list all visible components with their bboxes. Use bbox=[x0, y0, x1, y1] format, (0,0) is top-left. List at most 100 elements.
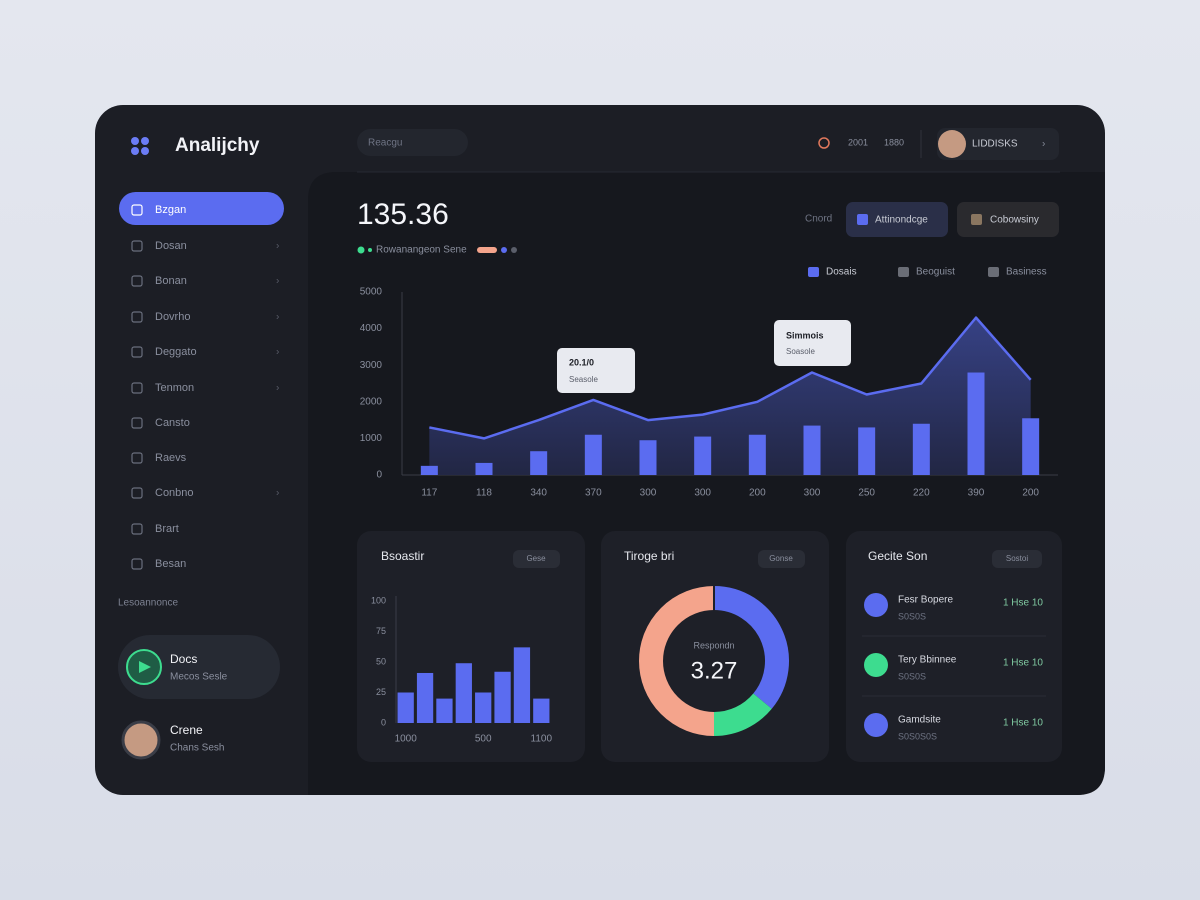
bar bbox=[858, 427, 876, 475]
card-tag-text: Gese bbox=[526, 554, 546, 563]
bar bbox=[420, 465, 438, 475]
nav-label: Bonan bbox=[155, 275, 187, 287]
x-tick-label: 200 bbox=[749, 488, 766, 499]
bar bbox=[530, 451, 548, 475]
caption-dot bbox=[501, 247, 507, 253]
legend-swatch bbox=[808, 267, 819, 277]
list-name: Fesr Bopere bbox=[898, 595, 953, 606]
nav-active[interactable] bbox=[119, 192, 284, 225]
x-tick-label: 370 bbox=[585, 488, 602, 499]
bar bbox=[694, 436, 712, 475]
header-stat: 2001 bbox=[848, 137, 868, 147]
y-tick-label: 0 bbox=[376, 470, 382, 481]
nav-chevron: › bbox=[276, 241, 279, 252]
x-tick-label: 1000 bbox=[395, 734, 418, 745]
filter-text: Attinondcge bbox=[875, 215, 928, 226]
bar bbox=[475, 692, 492, 723]
bar bbox=[803, 425, 821, 475]
x-tick-label: 220 bbox=[913, 488, 930, 499]
nav-icon bbox=[131, 204, 143, 216]
filter-swatch bbox=[857, 214, 868, 225]
tooltip-text: Seasole bbox=[569, 375, 598, 384]
tooltip bbox=[774, 320, 851, 366]
bar bbox=[455, 663, 472, 723]
bar bbox=[1022, 418, 1040, 475]
nav-icon bbox=[131, 452, 143, 464]
promo-card[interactable] bbox=[118, 635, 280, 699]
logo bbox=[131, 137, 149, 155]
total-value: 135.36 bbox=[357, 198, 449, 231]
y-tick-label: 1000 bbox=[360, 433, 383, 444]
filter-button[interactable] bbox=[846, 202, 948, 237]
list-sub: S0S0S bbox=[898, 671, 926, 681]
x-tick-label: 390 bbox=[968, 488, 985, 499]
y-tick-label: 3000 bbox=[360, 360, 383, 371]
nav-label: Brart bbox=[155, 523, 179, 535]
nav-chevron: › bbox=[276, 488, 279, 499]
nav-label: Raevs bbox=[155, 452, 187, 464]
nav-label: Bzgan bbox=[155, 204, 186, 216]
nav-chevron: › bbox=[276, 276, 279, 287]
tooltip bbox=[557, 348, 635, 393]
nav-label: Deggato bbox=[155, 346, 197, 358]
x-tick-label: 118 bbox=[476, 488, 492, 499]
area-line bbox=[429, 316, 1032, 440]
card bbox=[846, 531, 1062, 762]
x-tick-label: 340 bbox=[530, 488, 547, 499]
caption-pill bbox=[477, 247, 497, 253]
y-tick-label: 100 bbox=[371, 595, 386, 605]
card-tag[interactable] bbox=[513, 550, 560, 568]
nav-chevron: › bbox=[276, 312, 279, 323]
donut-center-label: Respondn bbox=[693, 640, 734, 650]
bar bbox=[639, 440, 657, 475]
nav-icon bbox=[131, 417, 143, 429]
profile-button[interactable] bbox=[937, 128, 1059, 160]
status-dot bbox=[368, 248, 372, 252]
promo-title: Docs bbox=[170, 652, 197, 666]
promo-glyph bbox=[139, 661, 151, 673]
bar bbox=[912, 423, 930, 475]
list-sub: S0S0S bbox=[898, 611, 926, 621]
card-tag[interactable] bbox=[992, 550, 1042, 568]
status-dot bbox=[357, 246, 365, 254]
y-tick-label: 75 bbox=[376, 626, 386, 636]
user-subtitle: Chans Sesh bbox=[170, 743, 224, 754]
nav-label: Dosan bbox=[155, 240, 187, 252]
bar bbox=[513, 647, 531, 723]
nav-label: Tenmon bbox=[155, 382, 194, 394]
legend-label: Basiness bbox=[1006, 267, 1047, 278]
search-box[interactable] bbox=[357, 129, 468, 156]
donut-segment bbox=[713, 586, 789, 709]
card-tag[interactable] bbox=[758, 550, 805, 568]
bar bbox=[416, 672, 434, 723]
y-tick-label: 5000 bbox=[360, 287, 383, 298]
donut-segment bbox=[639, 586, 715, 736]
nav-icon bbox=[131, 523, 143, 535]
x-tick-label: 1100 bbox=[531, 734, 553, 745]
card-title: Bsoastir bbox=[381, 549, 424, 563]
y-tick-label: 4000 bbox=[360, 323, 383, 334]
filter-text: Cobowsiny bbox=[990, 215, 1039, 226]
list-value: 1 Hse 10 bbox=[1003, 598, 1043, 609]
bar bbox=[475, 462, 493, 475]
list-icon bbox=[864, 713, 888, 737]
nav-icon bbox=[131, 275, 143, 287]
nav-label: Besan bbox=[155, 558, 186, 570]
x-tick-label: 250 bbox=[858, 488, 875, 499]
area-fill bbox=[429, 317, 1031, 475]
nav-icon bbox=[131, 346, 143, 358]
notification-icon[interactable] bbox=[818, 137, 830, 149]
user-avatar[interactable] bbox=[121, 720, 161, 760]
nav-label: Conbno bbox=[155, 487, 194, 499]
x-tick-label: 500 bbox=[475, 734, 492, 745]
brand: Analijchy bbox=[175, 135, 260, 156]
user-name: Crene bbox=[170, 723, 203, 737]
tooltip-title: 20.1/0 bbox=[569, 357, 594, 367]
filter-button[interactable] bbox=[957, 202, 1059, 237]
card-title: Gecite Son bbox=[868, 549, 927, 563]
card-title: Tiroge bri bbox=[624, 549, 674, 563]
list-name: Gamdsite bbox=[898, 715, 941, 726]
x-tick-label: 300 bbox=[694, 488, 711, 499]
donut-center-value: 3.27 bbox=[691, 657, 738, 684]
